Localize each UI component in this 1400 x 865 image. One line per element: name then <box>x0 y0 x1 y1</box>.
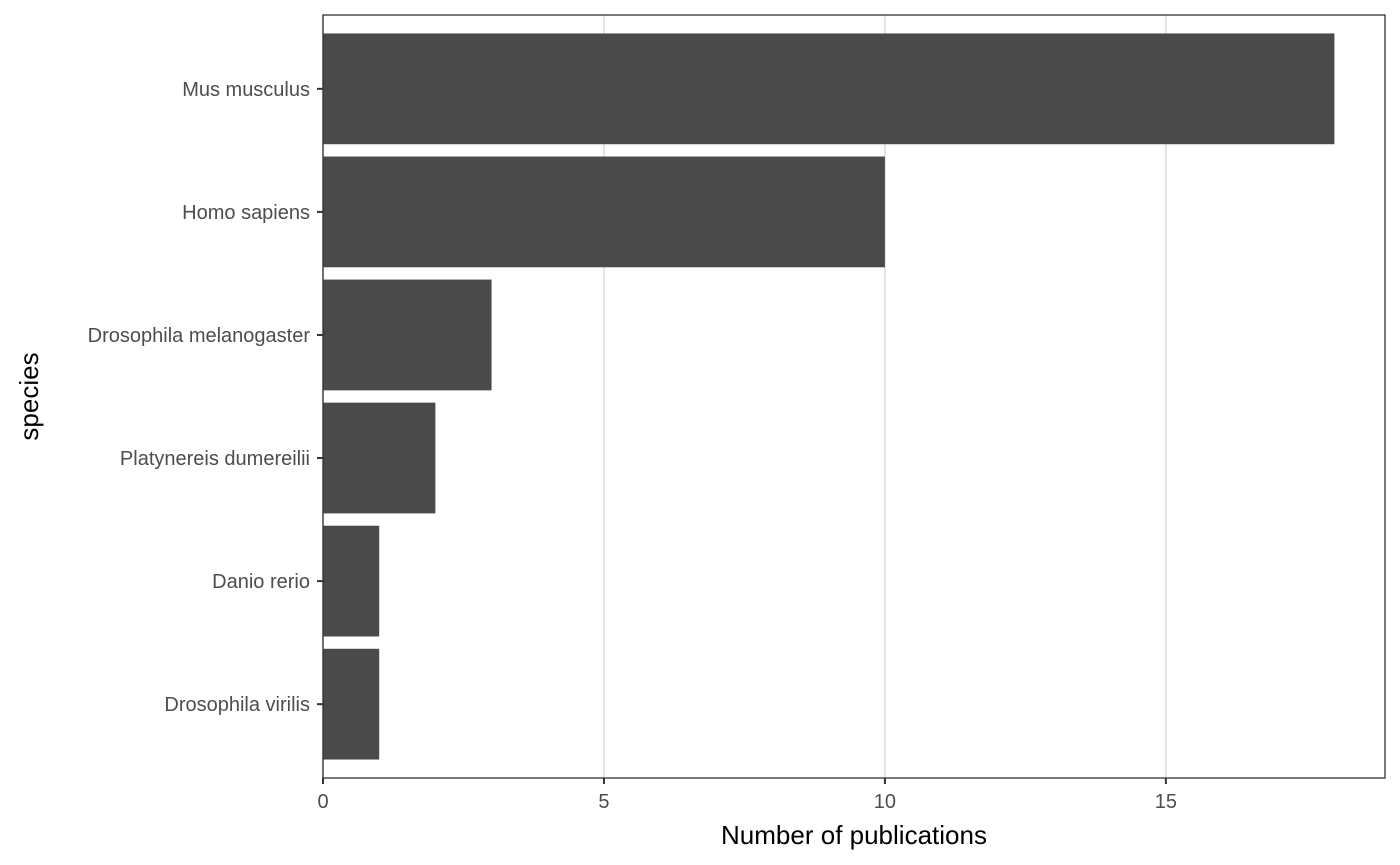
x-axis: 0 5 10 15 <box>317 778 1177 813</box>
bars <box>323 33 1335 760</box>
bar-4 <box>323 525 380 637</box>
x-tick-label-2: 10 <box>874 791 896 813</box>
y-axis-title: species <box>14 352 44 440</box>
x-tick-label-3: 15 <box>1155 791 1177 813</box>
panel-border <box>322 14 1386 779</box>
y-tick-label-2: Drosophila melanogaster <box>88 325 311 347</box>
y-tick-label-5: Drosophila virilis <box>164 694 310 716</box>
y-tick-label-0: Mus musculus <box>182 79 310 101</box>
y-tick-label-4: Danio rerio <box>212 571 310 593</box>
bar-1 <box>323 156 885 268</box>
x-tick-label-0: 0 <box>317 791 328 813</box>
y-tick-label-1: Homo sapiens <box>182 202 310 224</box>
bar-3 <box>323 402 436 514</box>
y-axis: Mus musculus Homo sapiens Drosophila melan… <box>88 79 323 716</box>
bar-2 <box>323 279 492 391</box>
bar-5 <box>323 648 380 760</box>
x-axis-title: Number of publications <box>721 820 987 850</box>
bar-0 <box>323 33 1335 145</box>
x-tick-label-1: 5 <box>598 791 609 813</box>
y-tick-label-3: Platynereis dumereilii <box>120 448 310 470</box>
